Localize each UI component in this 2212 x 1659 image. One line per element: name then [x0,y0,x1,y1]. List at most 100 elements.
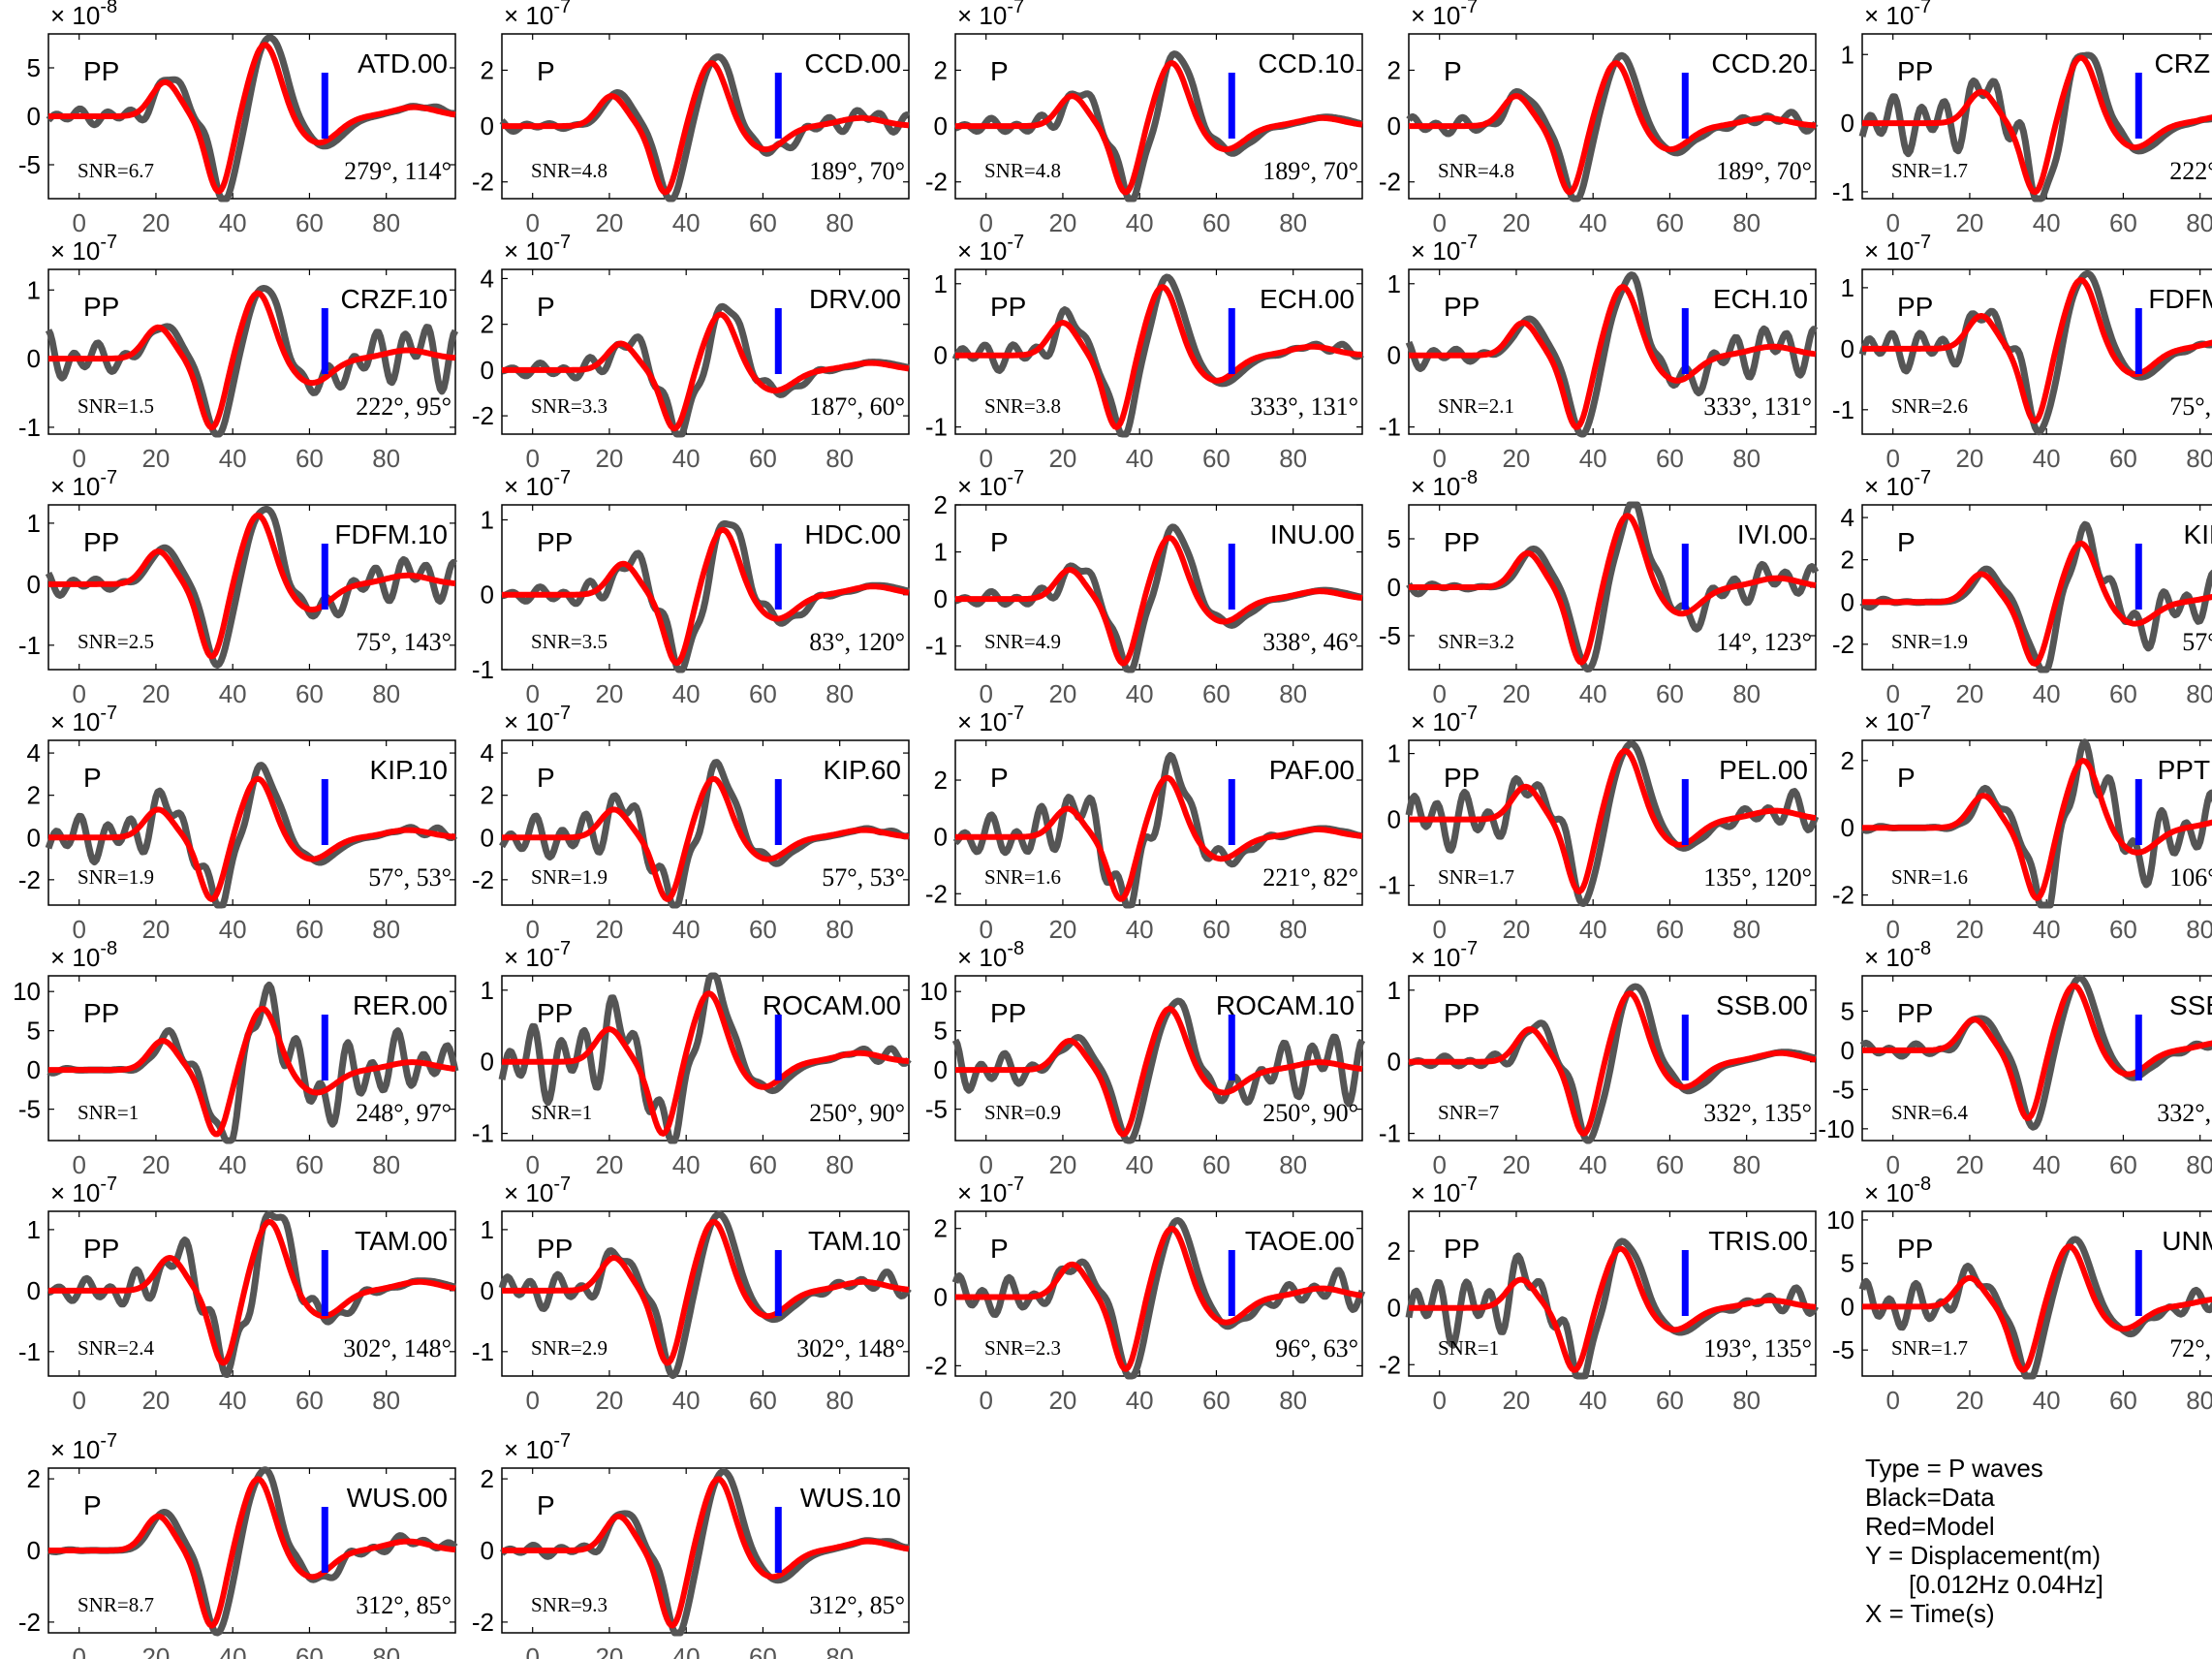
y-tick-label: 0 [481,1048,494,1077]
scale-exponent: × 10-7 [957,467,1024,501]
y-tick-label: 10 [13,977,41,1006]
x-tick-label: 80 [372,679,400,708]
x-tick-label: 40 [2033,679,2061,708]
model-trace [954,1006,1363,1138]
x-tick-label: 20 [1502,915,1530,944]
y-tick-label: -1 [472,1119,494,1148]
y-tick-label: 2 [481,55,494,84]
x-tick-label: 80 [826,1386,854,1415]
y-tick-label: -2 [1379,1350,1401,1379]
model-trace [47,512,456,660]
station-label: PAF.00 [1269,755,1355,785]
scale-exponent: × 10-8 [1864,938,1931,972]
x-tick-label: 80 [826,1643,854,1659]
subplot-rocam-10: 10 5 0 -5 0 20 40 60 80 × 10-8 PP ROCAM.10 SNR=0.9 25… [919,938,1366,1179]
model-trace [954,1225,1363,1372]
data-trace [1405,739,1820,907]
station-label: INU.00 [1270,519,1355,549]
y-tick-label: -5 [1832,1075,1854,1104]
scale-exponent: × 10-7 [1411,0,1478,30]
angles-label: 57°, 53° [368,863,452,892]
y-tick-label: -1 [18,413,41,442]
x-tick-label: 20 [141,1643,170,1659]
model-trace [1861,983,2212,1121]
angles-label: 106°, 54° [2169,863,2212,892]
y-tick-label: -5 [18,1095,41,1124]
y-tick-label: 2 [934,55,948,84]
subplot-fdfm-10: 1 0 -1 0 20 40 60 80 × 10-7 PP FDFM.10 SNR=2.5 75°, … [18,467,458,708]
y-tick-label: -1 [472,655,494,684]
model-trace [501,526,910,667]
angles-label: 250°, 90° [809,1099,905,1127]
scale-exponent: × 10-8 [957,938,1024,972]
station-label: DRV.00 [809,284,901,314]
y-tick-label: 0 [27,823,41,852]
model-trace [501,60,910,196]
angles-label: 189°, 70° [1716,157,1812,185]
x-tick-label: 0 [979,1386,992,1415]
angles-label: 193°, 135° [1703,1334,1812,1362]
y-tick-label: 0 [1387,341,1401,370]
y-tick-label: -1 [925,632,948,661]
legend-x: X = Time(s) [1865,1599,1995,1628]
phase-label: PP [83,292,119,322]
x-tick-label: 40 [1126,679,1154,708]
y-tick-label: 0 [1841,1292,1854,1321]
y-tick-label: 0 [934,823,948,852]
model-trace [1861,276,2212,424]
x-tick-label: 20 [141,1150,170,1179]
x-tick-label: 60 [1656,915,1684,944]
snr-label: SNR=3.2 [1438,630,1514,653]
snr-label: SNR=1.7 [1891,159,1968,182]
x-tick-label: 60 [1656,208,1684,237]
x-tick-label: 20 [595,915,623,944]
x-tick-label: 40 [672,1386,701,1415]
angles-label: 187°, 60° [809,392,905,421]
station-label: UNM.00 [2162,1226,2212,1256]
scale-exponent: × 10-8 [50,0,117,30]
x-tick-label: 60 [296,1386,324,1415]
y-tick-label: -1 [1379,413,1401,442]
phase-label: P [990,527,1009,557]
snr-label: SNR=2.4 [78,1336,154,1360]
station-label: ROCAM.10 [1216,990,1355,1020]
legend-band: [0.012Hz 0.04Hz] [1909,1570,2103,1599]
y-tick-label: -1 [925,413,948,442]
x-tick-label: 40 [219,444,247,473]
y-tick-label: -2 [925,879,948,908]
snr-label: SNR=3.3 [531,394,608,418]
x-tick-label: 20 [1502,1150,1530,1179]
x-tick-label: 80 [1279,208,1307,237]
x-tick-label: 20 [1955,1386,1983,1415]
angles-label: 248°, 97° [356,1099,452,1127]
y-tick-label: 2 [481,310,494,339]
y-tick-label: 0 [481,1276,494,1305]
angles-label: 72°, 106° [2169,1334,2212,1362]
y-tick-label: 1 [481,976,494,1005]
y-tick-label: 0 [934,341,948,370]
x-tick-label: 60 [2109,679,2137,708]
x-tick-label: 40 [1579,444,1607,473]
x-tick-label: 60 [1202,915,1231,944]
scale-exponent: × 10-7 [50,703,117,736]
y-tick-label: 1 [934,269,948,298]
station-label: PPTF.00 [2158,755,2212,785]
y-tick-label: -2 [18,1608,41,1637]
angles-label: 221°, 82° [1262,863,1358,892]
axes-frame [1861,268,2212,435]
y-tick-label: 2 [27,1464,41,1493]
x-tick-label: 80 [826,679,854,708]
y-tick-label: -5 [925,1095,948,1124]
y-tick-label: 0 [1387,573,1401,602]
scale-exponent: × 10-7 [50,1174,117,1207]
x-tick-label: 60 [2109,915,2137,944]
subplot-crzf-10: 1 0 -1 0 20 40 60 80 × 10-7 PP CRZF.10 SNR=1.5 222°,… [18,232,459,473]
snr-label: SNR=2.9 [531,1336,608,1360]
station-label: TAM.10 [808,1226,901,1256]
scale-exponent: × 10-7 [1411,703,1478,736]
axes-frame [501,739,910,906]
angles-label: 75°, 143° [356,628,452,656]
